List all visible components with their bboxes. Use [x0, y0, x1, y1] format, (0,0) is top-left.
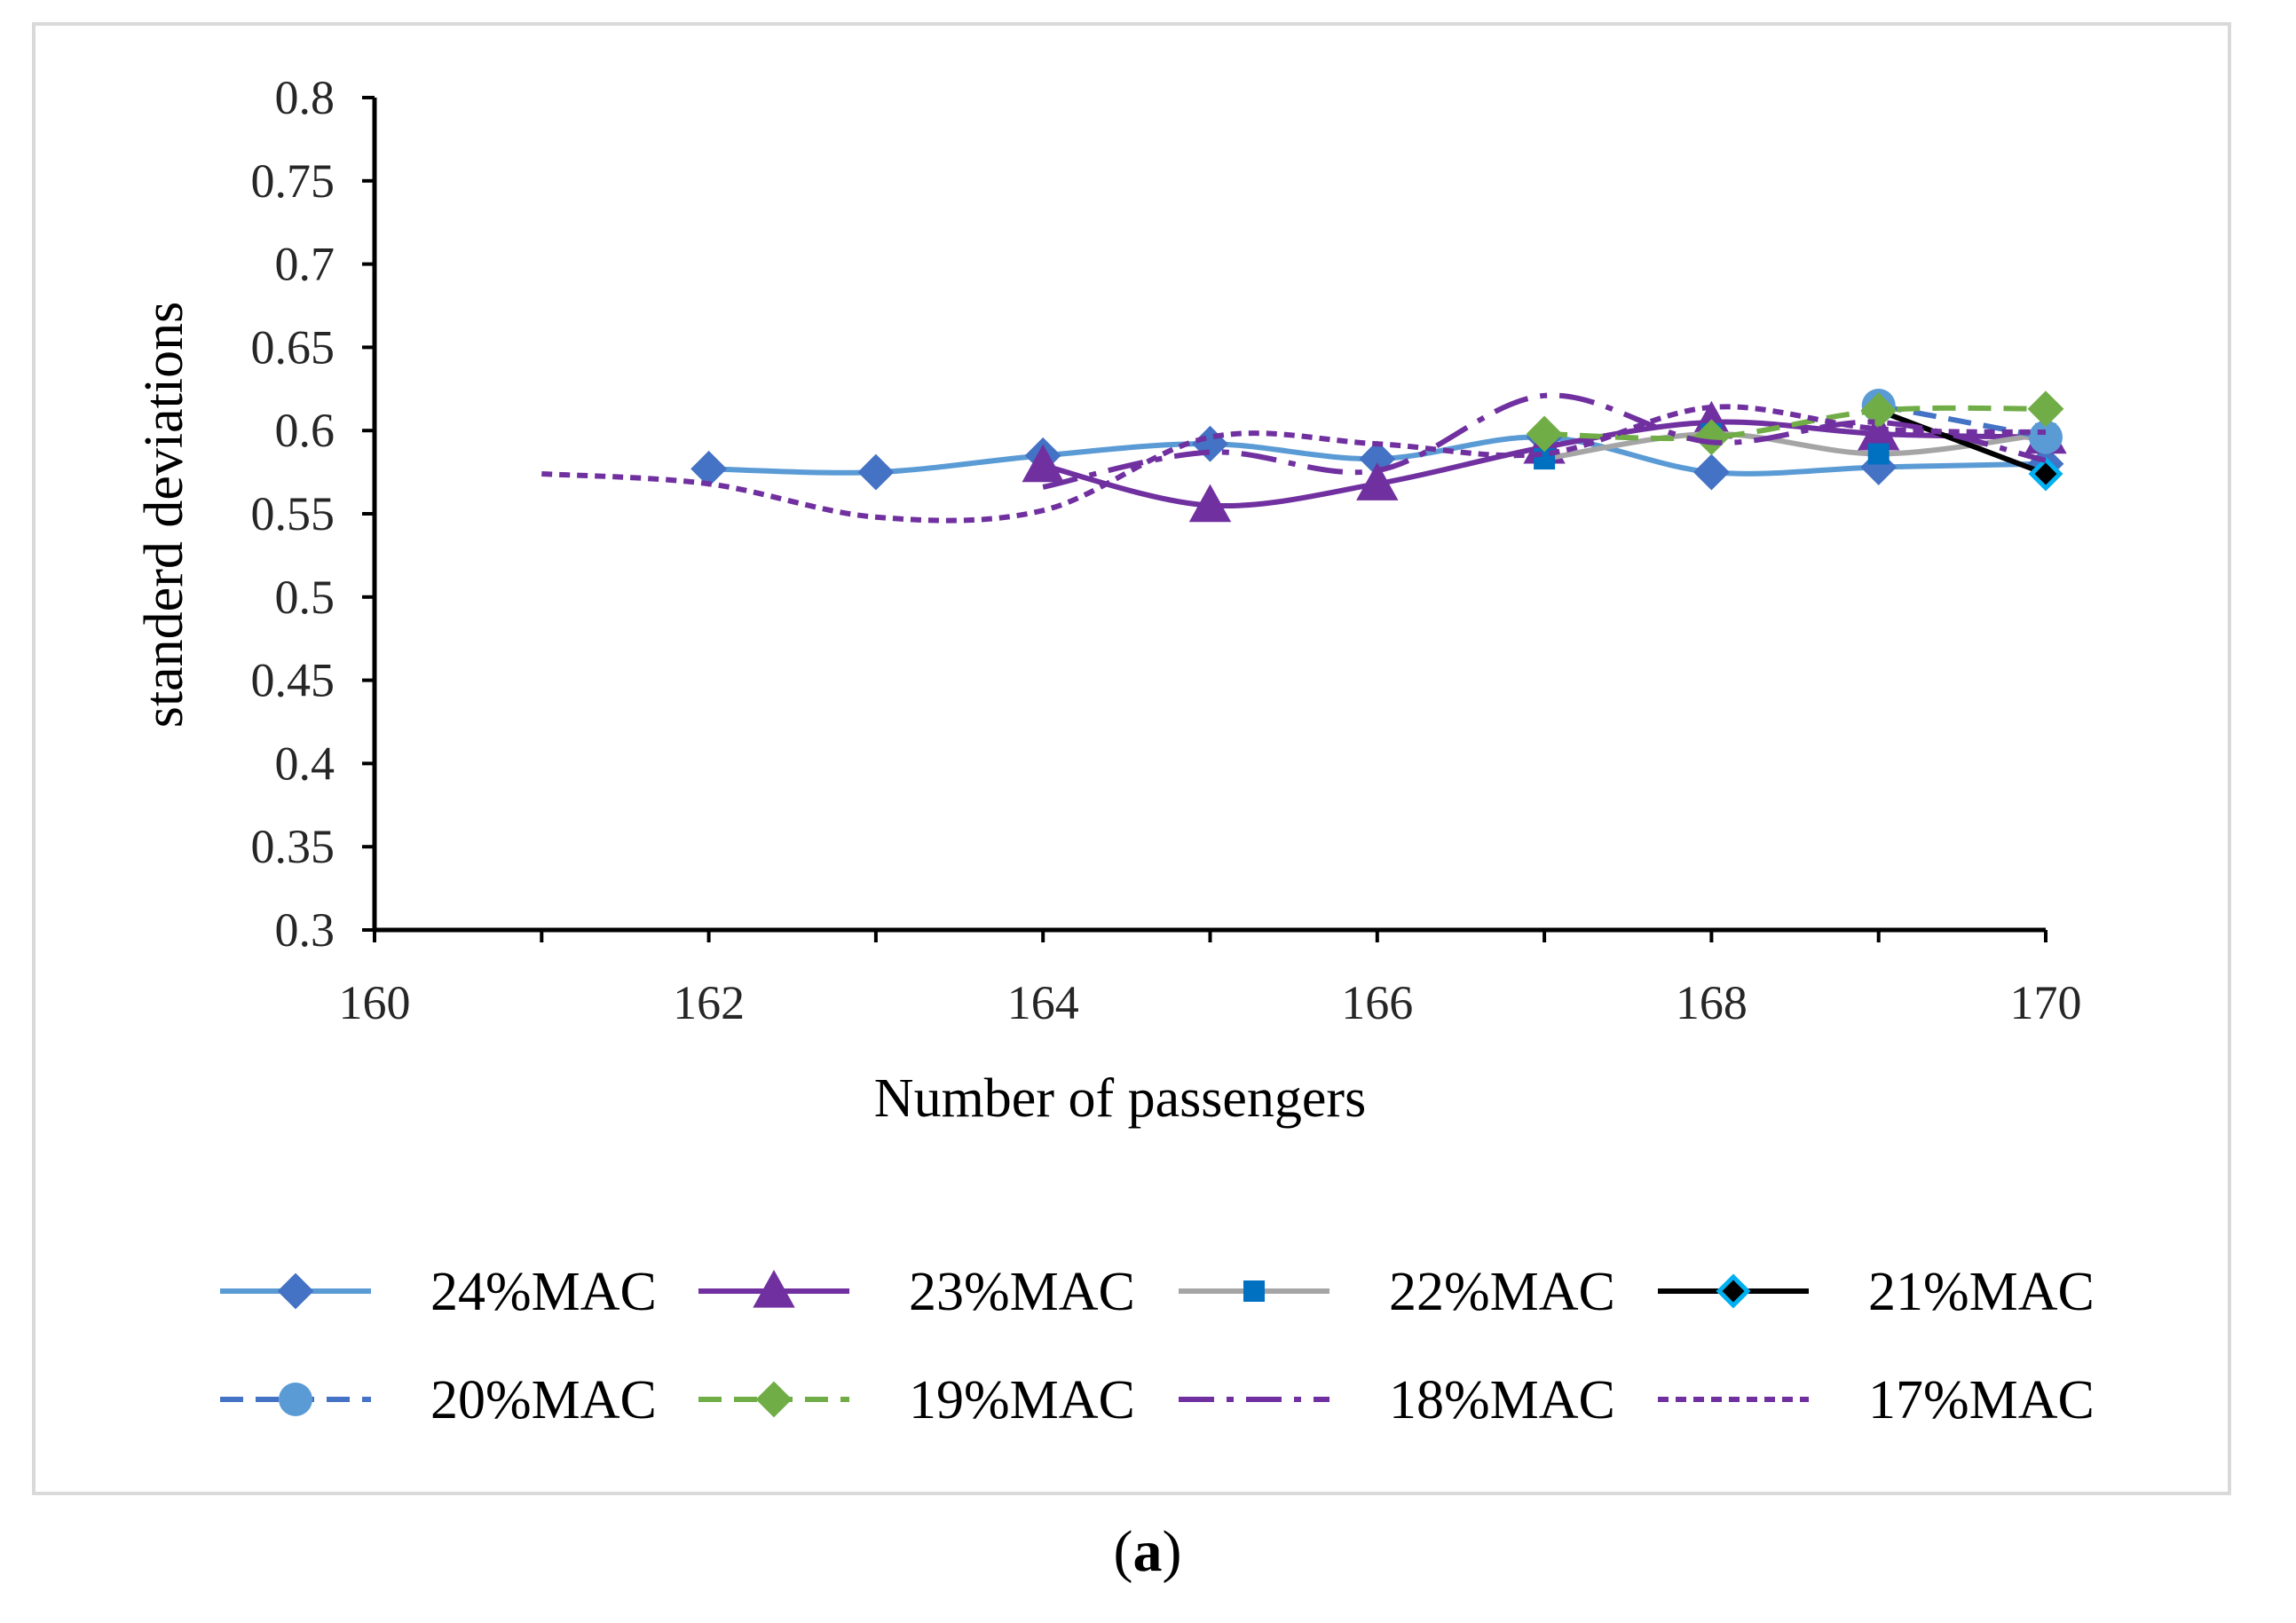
- x-tick-label: 164: [1007, 976, 1079, 1029]
- series-17-pct-mac: [541, 404, 2047, 524]
- series-18-pct-mac: [1042, 392, 2047, 490]
- data-point: [1022, 444, 1064, 483]
- x-axis-label: Number of passengers: [874, 1068, 1366, 1129]
- data-point: [857, 453, 895, 491]
- y-tick-label: 0.45: [251, 654, 335, 707]
- panel-label: (a): [1114, 1519, 1182, 1584]
- y-axis-label: standerd deviations: [134, 302, 194, 728]
- y-tick-label: 0.5: [275, 571, 335, 624]
- data-point: [1867, 443, 1890, 465]
- series-line: [1042, 392, 2047, 490]
- legend-item: 19%MAC: [698, 1370, 1135, 1430]
- legend-swatch-marker: [755, 1381, 793, 1418]
- y-tick-label: 0.7: [275, 238, 335, 291]
- series-line: [1878, 403, 2047, 440]
- legend-swatch-marker: [1243, 1280, 1265, 1302]
- y-tick-label: 0.65: [251, 320, 335, 374]
- legend-label: 20%MAC: [430, 1370, 657, 1430]
- legend-swatch-marker: [753, 1269, 795, 1308]
- data-point: [1188, 484, 1232, 523]
- data-point: [1356, 462, 1399, 500]
- y-tick-label: 0.35: [251, 820, 335, 873]
- series-line: [541, 404, 2047, 524]
- series-19-pct-mac: [1526, 390, 2064, 456]
- legend: 24%MAC 23%MAC 22%MAC 21%MAC 20%MAC 19%MAC 18%M…: [220, 1262, 2095, 1430]
- legend-item: 21%MAC: [1658, 1262, 2095, 1322]
- x-tick-label: 168: [1676, 976, 1748, 1029]
- legend-label: 21%MAC: [1868, 1262, 2095, 1322]
- y-tick-label: 0.8: [275, 71, 335, 124]
- series-layer: [541, 389, 2067, 524]
- x-tick-label: 162: [673, 976, 745, 1029]
- legend-label: 19%MAC: [909, 1370, 1135, 1430]
- y-tick-label: 0.4: [275, 737, 335, 790]
- x-tick-label: 160: [339, 976, 411, 1029]
- x-tick-label: 170: [2010, 976, 2082, 1029]
- data-point: [1692, 419, 1730, 456]
- legend-label: 24%MAC: [430, 1262, 657, 1322]
- legend-item: 17%MAC: [1658, 1370, 2095, 1430]
- data-point: [1692, 453, 1730, 491]
- x-tick-label: 166: [1341, 976, 1413, 1029]
- legend-item: 23%MAC: [698, 1262, 1135, 1322]
- data-point: [2027, 390, 2064, 428]
- legend-label: 22%MAC: [1389, 1262, 1615, 1322]
- legend-label: 23%MAC: [909, 1262, 1135, 1322]
- y-tick-label: 0.55: [251, 487, 335, 540]
- series-line: [1877, 407, 2047, 477]
- legend-label: 18%MAC: [1389, 1370, 1615, 1430]
- legend-swatch-marker: [277, 1272, 314, 1310]
- axes: 0.3 0.35 0.4 0.45 0.5 0.55 0.6 0.65 0.7 0.75 0.8 16…: [251, 71, 2082, 1029]
- legend-item: 20%MAC: [220, 1370, 657, 1430]
- series-line: [1544, 405, 2047, 442]
- y-tick-label: 0.75: [251, 154, 335, 208]
- legend-label: 17%MAC: [1868, 1370, 2095, 1430]
- legend-item: 18%MAC: [1179, 1370, 1615, 1430]
- data-point: [2028, 456, 2063, 492]
- data-point: [1526, 415, 1563, 453]
- data-point: [2029, 420, 2063, 454]
- legend-item: 22%MAC: [1179, 1262, 1615, 1322]
- legend-swatch-marker: [1716, 1273, 1751, 1309]
- legend-item: 24%MAC: [220, 1262, 657, 1322]
- legend-swatch-marker: [279, 1383, 312, 1416]
- y-tick-label: 0.3: [275, 903, 335, 957]
- y-tick-label: 0.6: [275, 404, 335, 457]
- data-point: [690, 450, 728, 487]
